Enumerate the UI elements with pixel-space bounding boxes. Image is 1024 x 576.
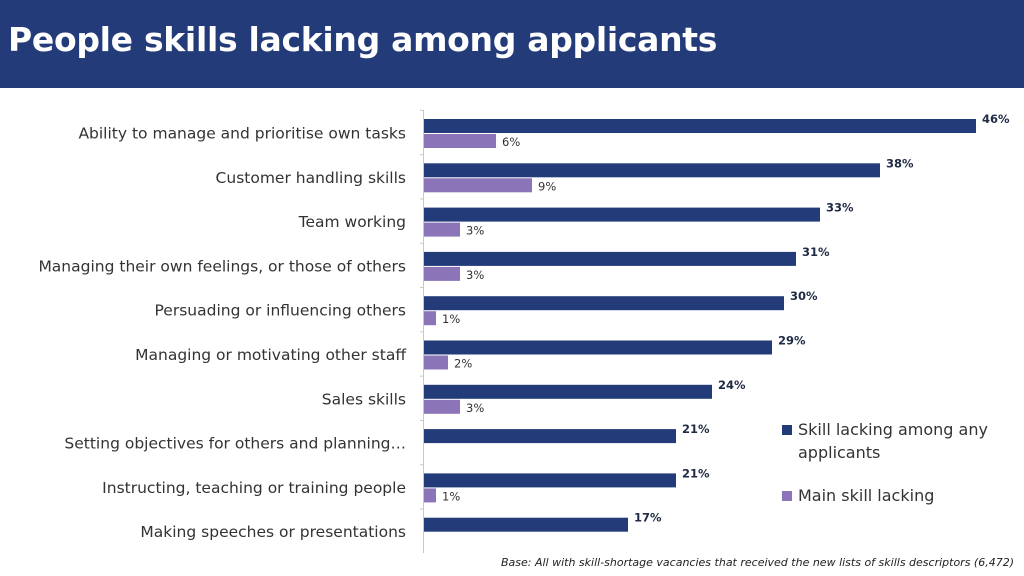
- category-label: Sales skills: [322, 390, 406, 408]
- data-label: 6%: [502, 135, 520, 149]
- data-label: 21%: [682, 466, 710, 480]
- category-label: Customer handling skills: [216, 169, 406, 187]
- legend: Skill lacking among any applicants Main sk…: [782, 418, 1012, 527]
- data-label: 1%: [442, 489, 460, 503]
- footnote: Base: All with skill-shortage vacancies …: [500, 556, 1014, 569]
- bar-main-skill: [424, 488, 436, 503]
- category-label: Making speeches or presentations: [140, 523, 406, 541]
- bar-any-applicants: [424, 296, 784, 311]
- category-label: Instructing, teaching or training people: [102, 479, 406, 497]
- bar-any-applicants: [424, 384, 712, 399]
- legend-label: Main skill lacking: [798, 486, 935, 505]
- bar-any-applicants: [424, 340, 772, 355]
- category-label: Setting objectives for others and planni…: [64, 435, 406, 453]
- data-label: 29%: [778, 334, 806, 348]
- category-label: Persuading or influencing others: [155, 302, 406, 320]
- bar-main-skill: [424, 266, 460, 281]
- legend-swatch: [782, 425, 792, 435]
- data-label: 1%: [442, 312, 460, 326]
- bar-main-skill: [424, 178, 532, 193]
- data-label: 2%: [454, 357, 472, 371]
- legend-item: Main skill lacking: [782, 484, 1012, 507]
- category-label: Managing their own feelings, or those of…: [38, 257, 406, 275]
- bar-main-skill: [424, 222, 460, 237]
- data-label: 3%: [466, 268, 484, 282]
- data-label: 38%: [886, 156, 914, 170]
- legend-label: Skill lacking among any: [798, 420, 988, 439]
- legend-item: Skill lacking among any applicants: [782, 418, 1012, 464]
- bar-any-applicants: [424, 429, 676, 444]
- bar-any-applicants: [424, 207, 820, 222]
- data-label: 31%: [802, 245, 830, 259]
- bar-any-applicants: [424, 119, 976, 133]
- category-label: Team working: [298, 213, 406, 231]
- data-label: 9%: [538, 179, 556, 193]
- data-label: 30%: [790, 289, 818, 303]
- bar-chart: Ability to manage and prioritise own tas…: [38, 109, 1010, 553]
- title-banner: People skills lacking among applicants: [0, 0, 1024, 88]
- category-label: Ability to manage and prioritise own tas…: [78, 125, 406, 143]
- data-label: 17%: [634, 511, 662, 525]
- bar-main-skill: [424, 134, 496, 148]
- bar-main-skill: [424, 355, 448, 370]
- legend-label: applicants: [798, 443, 881, 462]
- bar-any-applicants: [424, 473, 676, 488]
- bar-main-skill: [424, 311, 436, 326]
- bar-any-applicants: [424, 163, 880, 178]
- data-label: 21%: [682, 422, 710, 436]
- data-label: 3%: [466, 224, 484, 238]
- legend-swatch: [782, 491, 792, 501]
- chart-title: People skills lacking among applicants: [8, 20, 718, 59]
- bar-any-applicants: [424, 251, 796, 266]
- bar-main-skill: [424, 399, 460, 414]
- data-label: 3%: [466, 401, 484, 415]
- data-label: 46%: [982, 112, 1010, 126]
- bar-any-applicants: [424, 517, 628, 532]
- data-label: 33%: [826, 201, 854, 215]
- data-label: 24%: [718, 378, 746, 392]
- category-label: Managing or motivating other staff: [135, 346, 406, 364]
